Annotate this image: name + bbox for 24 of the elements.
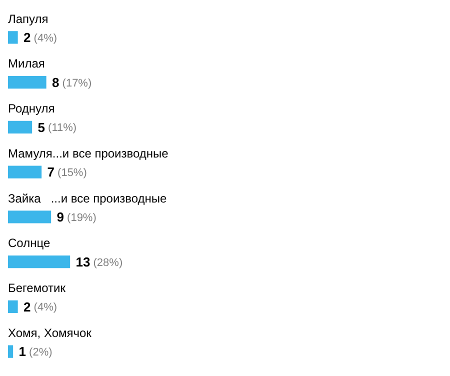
data-label: 8 (17%) [52, 74, 92, 90]
y-tick-label: Бегемотик [8, 281, 66, 295]
bar [8, 300, 18, 314]
y-tick-label: Милая [8, 56, 45, 71]
data-label: 9 (19%) [56, 210, 96, 225]
bar [8, 31, 18, 44]
bar [8, 210, 52, 224]
y-tick-label: Солнце [8, 236, 50, 250]
bar [8, 76, 46, 89]
bar [8, 120, 32, 134]
y-tick-label: Роднуля [8, 102, 55, 116]
data-label: 2 (4%) [24, 299, 58, 314]
data-label: 13 (28%) [76, 254, 123, 270]
bar [8, 166, 42, 178]
data-label: 5 (11%) [38, 120, 77, 135]
y-tick-label: Хомя, Хомячок [8, 326, 92, 340]
bar [8, 345, 14, 358]
y-tick-label: Лапуля [8, 12, 48, 26]
bar [8, 255, 70, 268]
data-label: 1 (2%) [18, 344, 52, 360]
y-tick-label: Мамуля...и все производные [8, 146, 169, 160]
y-tick-label: Зайка ...и все производные [8, 191, 168, 206]
data-label: 2 (4%) [24, 30, 58, 46]
data-label: 7 (15%) [47, 164, 87, 180]
